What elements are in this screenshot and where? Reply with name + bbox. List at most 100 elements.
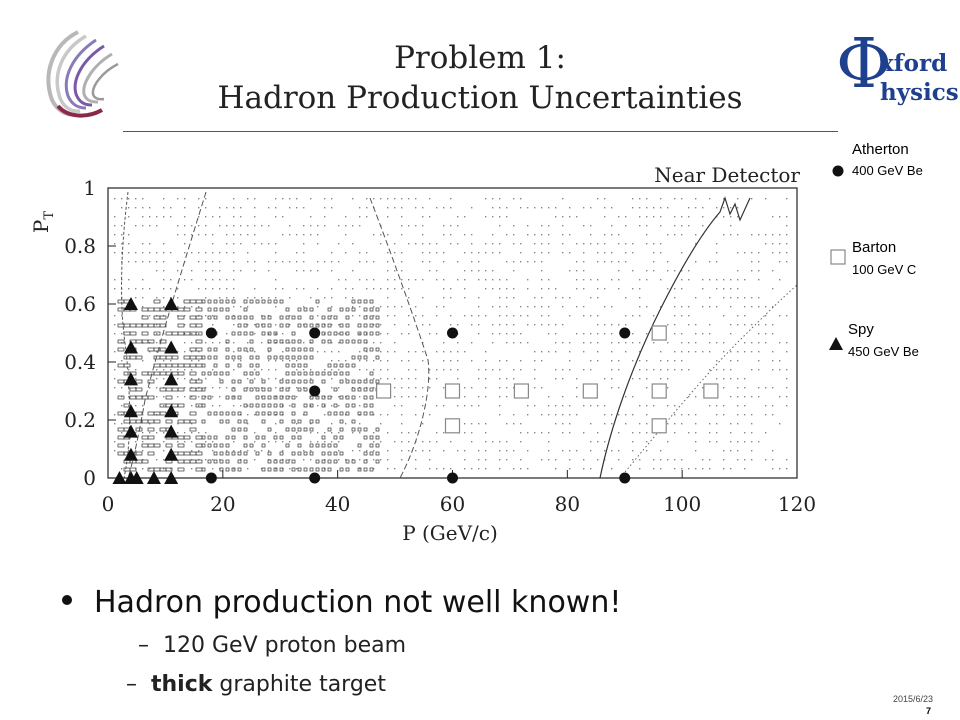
- bg-dot: [366, 288, 368, 290]
- bg-box: [201, 355, 206, 360]
- bg-dot: [331, 396, 333, 398]
- bg-box: [189, 459, 197, 464]
- x-tick-label: 60: [440, 492, 465, 516]
- bg-box: [225, 307, 230, 312]
- bg-dot: [618, 270, 620, 272]
- bg-dot: [198, 261, 200, 263]
- bg-dot: [632, 360, 634, 362]
- bg-dot: [674, 216, 676, 218]
- bg-box: [159, 363, 167, 368]
- bg-dot: [233, 243, 235, 245]
- bg-dot: [604, 333, 606, 335]
- bg-dot: [177, 378, 179, 380]
- bg-dot: [541, 261, 543, 263]
- bg-dot: [121, 234, 123, 236]
- barton-point: [582, 383, 598, 399]
- bg-dot: [485, 243, 487, 245]
- bg-dot: [317, 324, 319, 326]
- bg-dot: [548, 333, 550, 335]
- bg-dot: [555, 342, 557, 344]
- bg-dot: [723, 288, 725, 290]
- bg-box: [327, 395, 332, 400]
- bg-dot: [660, 243, 662, 245]
- bg-dot: [527, 207, 529, 209]
- bg-dot: [191, 441, 193, 443]
- bg-dot: [506, 342, 508, 344]
- bg-box: [213, 451, 218, 456]
- bg-dot: [233, 198, 235, 200]
- bg-dot: [373, 324, 375, 326]
- bg-dot: [653, 468, 655, 470]
- bg-dot: [387, 216, 389, 218]
- bg-dot: [436, 369, 438, 371]
- bg-dot: [527, 279, 529, 281]
- bg-dot: [296, 252, 298, 254]
- bg-box: [129, 371, 137, 376]
- bg-dot: [128, 216, 130, 218]
- bg-dot: [758, 270, 760, 272]
- bg-dot: [429, 414, 431, 416]
- bg-dot: [184, 315, 186, 317]
- bg-box: [261, 411, 266, 416]
- bg-box: [369, 307, 374, 312]
- bg-box: [135, 395, 143, 400]
- bg-dot: [338, 279, 340, 281]
- bg-box: [225, 419, 230, 424]
- atherton-point: [447, 327, 458, 339]
- footer-date: 2015/6/23: [892, 694, 933, 704]
- bg-dot: [275, 306, 277, 308]
- bg-dot: [163, 459, 165, 461]
- bg-dot: [758, 261, 760, 263]
- bg-dot: [478, 378, 480, 380]
- bg-dot: [184, 432, 186, 434]
- bg-dot: [758, 351, 760, 353]
- bg-box: [207, 315, 212, 320]
- bg-box: [309, 467, 314, 472]
- bg-dot: [499, 252, 501, 254]
- bg-dot: [331, 315, 333, 317]
- spy-point: [123, 297, 138, 310]
- bg-dot: [212, 252, 214, 254]
- bg-dot: [156, 216, 158, 218]
- bg-dot: [660, 378, 662, 380]
- bg-dot: [191, 351, 193, 353]
- bg-dot: [408, 324, 410, 326]
- bg-dot: [163, 432, 165, 434]
- bg-dot: [338, 324, 340, 326]
- bg-dot: [751, 414, 753, 416]
- bg-dot: [303, 270, 305, 272]
- bg-dot: [163, 306, 165, 308]
- bg-dot: [583, 468, 585, 470]
- bg-box: [147, 307, 155, 312]
- bg-dot: [667, 360, 669, 362]
- bg-dot: [674, 198, 676, 200]
- bg-dot: [212, 216, 214, 218]
- bg-dot: [415, 225, 417, 227]
- bg-dot: [121, 333, 123, 335]
- bg-box: [333, 371, 338, 376]
- bg-dot: [233, 441, 235, 443]
- bg-dot: [387, 369, 389, 371]
- bg-dot: [716, 360, 718, 362]
- bg-dot: [632, 243, 634, 245]
- bg-dot: [436, 351, 438, 353]
- bg-dot: [394, 342, 396, 344]
- bg-dot: [485, 387, 487, 389]
- bg-dot: [261, 378, 263, 380]
- bg-dot: [135, 297, 137, 299]
- bg-dot: [786, 459, 788, 461]
- bg-dot: [429, 378, 431, 380]
- bg-box: [207, 395, 212, 400]
- bg-box: [267, 387, 272, 392]
- bg-dot: [471, 405, 473, 407]
- bg-dot: [723, 459, 725, 461]
- bg-dot: [429, 468, 431, 470]
- bg-dot: [254, 261, 256, 263]
- bg-dot: [310, 450, 312, 452]
- bg-dot: [226, 333, 228, 335]
- bg-dot: [359, 405, 361, 407]
- y-tick-label: 0.4: [64, 350, 96, 374]
- bg-dot: [506, 333, 508, 335]
- bg-box: [369, 387, 374, 392]
- bg-dot: [471, 342, 473, 344]
